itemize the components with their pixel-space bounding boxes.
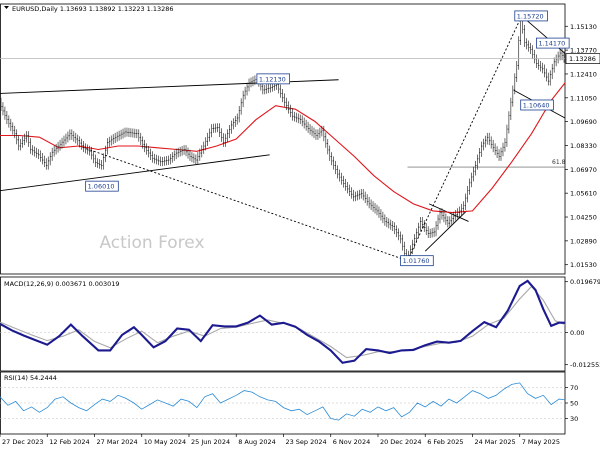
price-annotation-box	[520, 99, 554, 111]
price-tick-label: 1.13770	[570, 47, 597, 55]
time-tick-label: 10 May 2024	[144, 438, 186, 446]
rsi-panel: 70 50 30	[0, 382, 578, 423]
trendline-1	[0, 154, 270, 192]
fib-level-label: 61.8	[552, 159, 566, 166]
price-tick-label: 1.08330	[570, 142, 597, 150]
trendline-7	[424, 210, 467, 252]
rsi-line	[0, 382, 566, 421]
symbol-title: EURUSD,Daily 1.13693 1.13892 1.13223 1.1…	[12, 5, 174, 13]
current-price-box	[565, 53, 600, 64]
macd-title: MACD(12,26,9) 0.003671 0.003019	[4, 280, 120, 288]
trendline-3	[407, 15, 523, 261]
rsi-tick-label: 70	[570, 384, 578, 392]
price-tick-label: 1.06970	[570, 166, 597, 174]
time-tick-label: 23 Sep 2024	[285, 438, 326, 446]
price-tick-label: 1.04250	[570, 214, 597, 222]
time-tick-label: 7 May 2025	[522, 438, 560, 446]
macd-tick-label: 0.019679	[570, 278, 600, 286]
time-tick-label: 20 Dec 2024	[380, 438, 422, 446]
rsi-tick-label: 50	[570, 400, 578, 408]
time-tick-label: 6 Nov 2024	[333, 438, 371, 446]
price-tick-label: 1.12410	[570, 70, 597, 78]
time-tick-label: 6 Feb 2025	[427, 438, 463, 446]
rsi-tick-label: 30	[570, 415, 578, 423]
current-price-label: 1.13286	[569, 55, 596, 63]
macd-tick-label: 0.00	[570, 329, 584, 337]
panel-frame-0	[0, 3, 566, 275]
price-tick-label: 1.15130	[570, 23, 597, 31]
price-annotation-box	[85, 180, 119, 192]
price-annotation-label: 1.12130	[259, 75, 286, 83]
price-tick-label: 1.02890	[570, 237, 597, 245]
time-tick-label: 24 Mar 2025	[474, 438, 515, 446]
price-panel: 61.8 1.12130 1.06010 1.01760 1.15720 1.14170 1…	[0, 10, 570, 267]
price-annotation-label: 1.10640	[523, 101, 550, 109]
time-tick-label: 27 Mar 2024	[96, 438, 137, 446]
price-tick-label: 1.05610	[570, 190, 597, 198]
price-annotation-label: 1.01760	[403, 257, 430, 265]
price-tick-label: 1.11050	[570, 94, 597, 102]
price-annotation-box	[536, 37, 570, 49]
time-tick-label: 8 Aug 2024	[238, 438, 276, 446]
time-tick-label: 25 Jun 2024	[191, 438, 230, 446]
price-tick-label: 1.01530	[570, 261, 597, 269]
price-annotation-label: 1.06010	[88, 183, 115, 191]
macd-line	[0, 279, 566, 364]
price-annotation-label: 1.15720	[517, 12, 544, 20]
price-annotation-box	[400, 255, 434, 267]
macd-panel: 0.019679 0.00 -0.012552	[0, 278, 600, 369]
price-annotation-box	[256, 73, 290, 85]
rsi-title: RSI(14) 54.2444	[4, 374, 57, 382]
time-tick-label: 12 Feb 2024	[49, 438, 89, 446]
price-annotation-box	[514, 10, 548, 22]
macd-tick-label: -0.012552	[570, 361, 600, 369]
moving-average-line	[0, 82, 566, 214]
time-tick-label: 27 Dec 2023	[2, 438, 44, 446]
collapse-triangle-icon[interactable]	[4, 6, 9, 9]
price-tick-label: 1.09690	[570, 118, 597, 126]
price-annotation-label: 1.14170	[538, 40, 565, 48]
watermark: Action Forex	[99, 233, 204, 253]
axis-labels: 1.15130 1.13770 1.12410 1.11050 1.09690 1.083…	[0, 23, 600, 446]
